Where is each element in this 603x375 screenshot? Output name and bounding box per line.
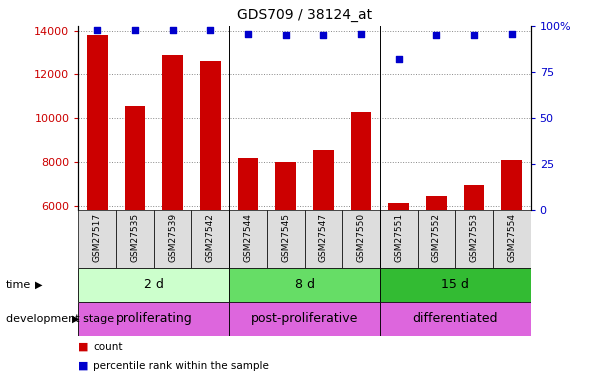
Point [356, 31, 366, 37]
Bar [426, 196, 447, 210]
Bar [464, 185, 484, 210]
Point [318, 33, 328, 39]
Point [281, 33, 291, 39]
Bar [267, 210, 305, 268]
Bar [388, 203, 409, 210]
Text: GSM27550: GSM27550 [356, 213, 365, 262]
Text: GSM27545: GSM27545 [281, 213, 290, 262]
Bar [380, 302, 531, 336]
Bar [417, 210, 455, 268]
Text: GSM27553: GSM27553 [470, 213, 479, 262]
Text: GSM27517: GSM27517 [93, 213, 102, 262]
Text: ▶: ▶ [36, 280, 43, 290]
Text: GSM27542: GSM27542 [206, 213, 215, 262]
Text: GSM27552: GSM27552 [432, 213, 441, 262]
Text: ■: ■ [78, 342, 89, 352]
Bar [154, 210, 192, 268]
Text: GSM27539: GSM27539 [168, 213, 177, 262]
Bar [380, 268, 531, 302]
Text: count: count [93, 342, 123, 352]
Text: post-proliferative: post-proliferative [251, 312, 358, 325]
Point [507, 31, 517, 37]
Point [243, 31, 253, 37]
Bar [229, 210, 267, 268]
Bar [162, 55, 183, 210]
Bar [78, 210, 116, 268]
Text: 8 d: 8 d [294, 279, 315, 291]
Text: proliferating: proliferating [115, 312, 192, 325]
Text: ■: ■ [78, 361, 89, 370]
Text: percentile rank within the sample: percentile rank within the sample [93, 361, 270, 370]
Text: time: time [6, 280, 31, 290]
Bar [305, 210, 343, 268]
Bar [229, 302, 380, 336]
Bar [455, 210, 493, 268]
Text: GSM27544: GSM27544 [244, 213, 253, 262]
Point [469, 33, 479, 39]
Bar [238, 158, 258, 210]
Point [394, 56, 403, 62]
Bar [493, 210, 531, 268]
Bar [229, 268, 380, 302]
Bar [192, 210, 229, 268]
Text: 2 d: 2 d [144, 279, 163, 291]
Bar [78, 268, 229, 302]
Text: development stage: development stage [6, 314, 114, 324]
Point [168, 27, 177, 33]
Point [130, 27, 140, 33]
Bar [351, 112, 371, 210]
Text: GSM27547: GSM27547 [319, 213, 328, 262]
Text: 15 d: 15 d [441, 279, 469, 291]
Bar [78, 302, 229, 336]
Bar [116, 210, 154, 268]
Point [206, 27, 215, 33]
Point [432, 33, 441, 39]
Text: GSM27535: GSM27535 [130, 213, 139, 262]
Text: ▶: ▶ [72, 314, 79, 324]
Bar [343, 210, 380, 268]
Bar [125, 106, 145, 210]
Bar [87, 35, 107, 210]
Text: GSM27554: GSM27554 [507, 213, 516, 262]
Bar [380, 210, 417, 268]
Bar [502, 160, 522, 210]
Title: GDS709 / 38124_at: GDS709 / 38124_at [237, 9, 372, 22]
Bar [276, 162, 296, 210]
Bar [200, 61, 221, 210]
Bar [313, 150, 333, 210]
Point [92, 27, 102, 33]
Text: GSM27551: GSM27551 [394, 213, 403, 262]
Text: differentiated: differentiated [412, 312, 498, 325]
